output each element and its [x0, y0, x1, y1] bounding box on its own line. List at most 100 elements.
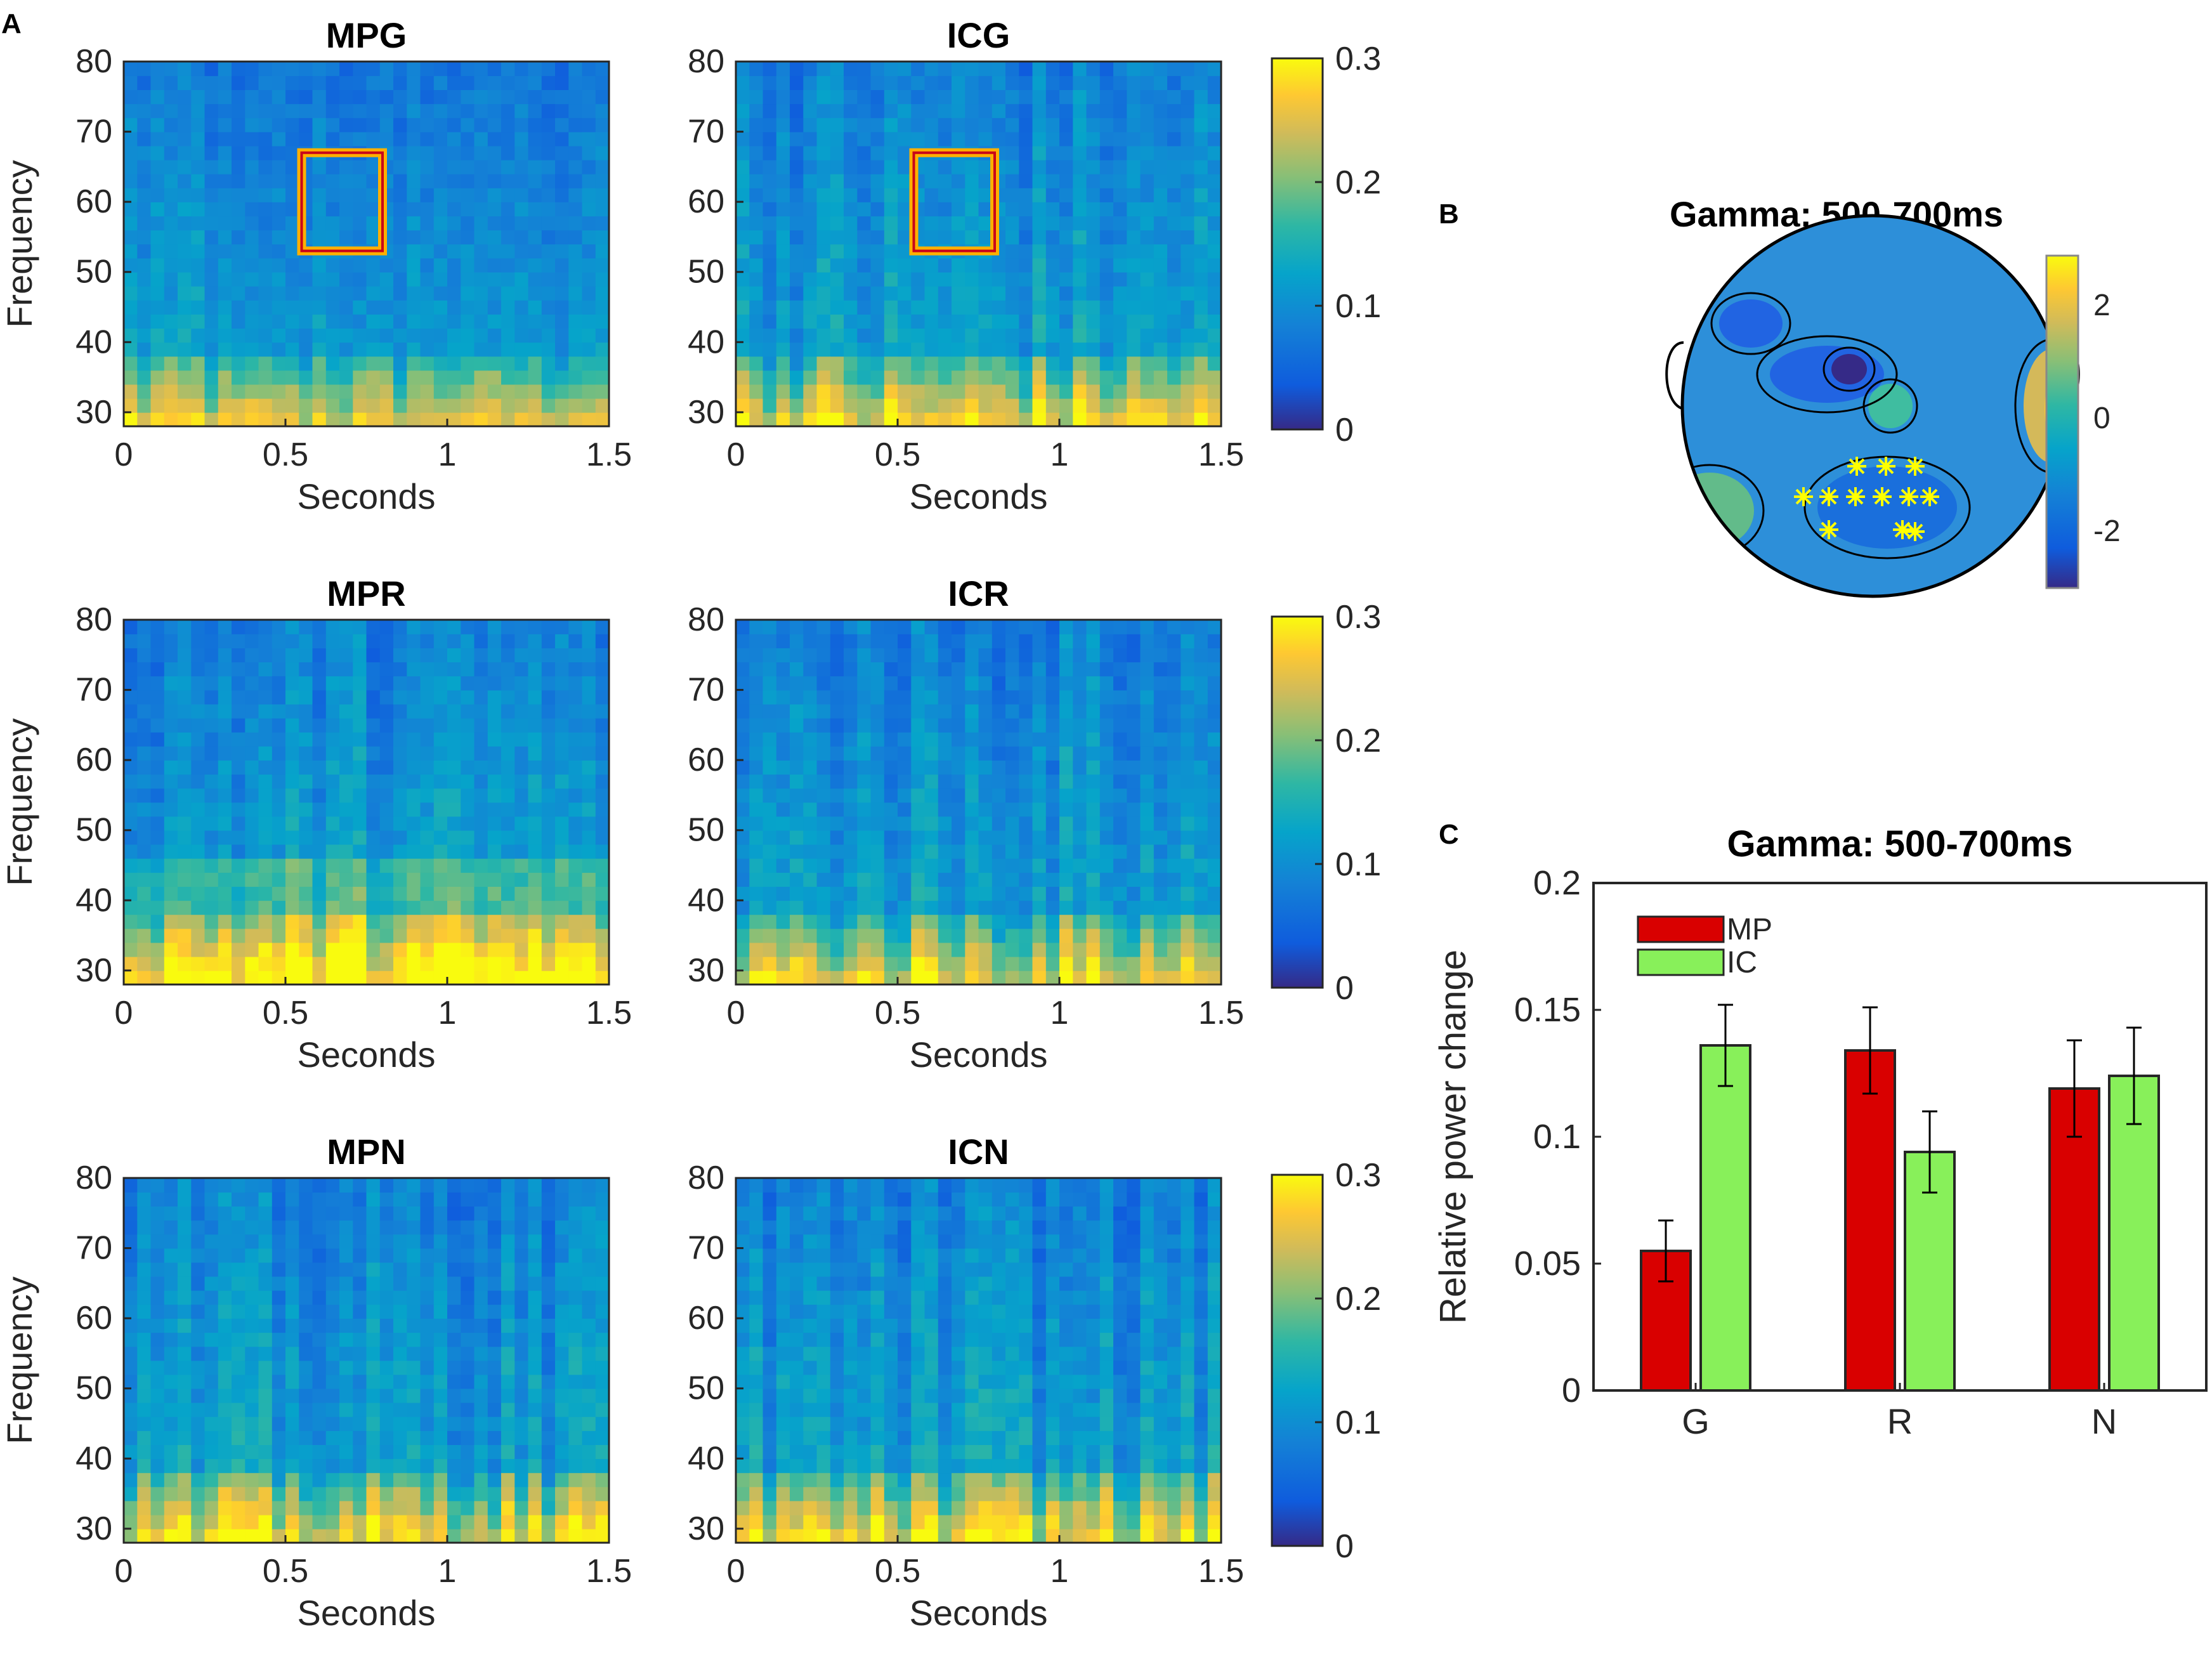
heatmap-cell	[245, 384, 259, 399]
heatmap-cell	[461, 1318, 475, 1333]
heatmap-cell	[541, 1486, 556, 1501]
heatmap-cell	[1207, 398, 1222, 413]
heatmap-cell	[1167, 816, 1182, 831]
heatmap-cell	[178, 676, 192, 691]
heatmap-cell	[884, 858, 898, 873]
heatmap-cell	[1005, 145, 1020, 160]
heatmap-cell	[137, 942, 152, 957]
heatmap-cell	[595, 900, 610, 915]
heatmap-cell	[501, 188, 516, 202]
heatmap-cell	[844, 731, 858, 747]
heatmap-cell	[204, 356, 219, 371]
heatmap-cell	[245, 970, 259, 985]
heatmap-cell	[790, 858, 804, 873]
heatmap-cell	[191, 216, 206, 231]
heatmap-cell	[884, 370, 898, 385]
heatmap-cell	[1207, 886, 1222, 901]
heatmap-cell	[582, 872, 596, 887]
heatmap-cell	[844, 356, 858, 371]
heatmap-cell	[595, 1178, 610, 1193]
heatmap-cell	[555, 412, 570, 427]
heatmap-cell	[1059, 131, 1074, 147]
heatmap-cell	[541, 258, 556, 273]
heatmap-cell	[461, 872, 475, 887]
heatmap-cell	[501, 258, 516, 273]
heatmap-cell	[339, 131, 354, 147]
heatmap-cell	[218, 145, 232, 160]
heatmap-cell	[325, 942, 340, 957]
heatmap-cell	[285, 271, 300, 287]
heatmap-cell	[991, 620, 1006, 634]
heatmap-cell	[1099, 746, 1114, 761]
heatmap-cell	[393, 886, 408, 901]
heatmap-cell	[595, 258, 610, 273]
heatmap-cell	[232, 1192, 246, 1207]
heatmap-cell	[258, 648, 273, 663]
heatmap-cell	[595, 648, 610, 663]
heatmap-cell	[487, 1374, 502, 1389]
heatmap-cell	[204, 202, 219, 217]
heatmap-cell	[353, 173, 367, 188]
heatmap-cell	[514, 1276, 529, 1291]
heatmap-cell	[528, 703, 542, 719]
x-tick-label: 0	[727, 995, 745, 1031]
heatmap-cell	[568, 258, 583, 273]
heatmap-cell	[1073, 370, 1087, 385]
heatmap-cell	[245, 271, 259, 287]
heatmap-cell	[137, 342, 152, 357]
heatmap-cell	[353, 1304, 367, 1319]
heatmap-cell	[1140, 258, 1155, 273]
heatmap-cell	[555, 244, 570, 259]
heatmap-cell	[191, 370, 206, 385]
heatmap-cell	[844, 717, 858, 733]
heatmap-cell	[258, 816, 273, 831]
heatmap-cell	[568, 1500, 583, 1515]
heatmap-cell	[965, 370, 979, 385]
heatmap-cell	[1099, 117, 1114, 133]
heatmap-cell	[232, 188, 246, 202]
heatmap-cell	[514, 398, 529, 413]
heatmap-cell	[232, 956, 246, 971]
heatmap-cell	[568, 75, 583, 90]
heatmap-cell	[218, 1500, 232, 1515]
heatmap-cell	[736, 1528, 750, 1543]
heatmap-cell	[1167, 662, 1182, 677]
heatmap-cell	[178, 103, 192, 119]
heatmap-cell	[393, 858, 408, 873]
heatmap-cell	[1019, 62, 1033, 76]
heatmap-cell	[952, 285, 966, 301]
heatmap-cell	[501, 956, 516, 971]
heatmap-cell	[325, 1234, 340, 1249]
heatmap-cell	[164, 886, 178, 901]
heatmap-cell	[366, 1178, 381, 1193]
heatmap-cell	[965, 956, 979, 971]
heatmap-cell	[790, 1290, 804, 1305]
heatmap-cell	[514, 802, 529, 817]
heatmap-cell	[150, 1458, 165, 1474]
heatmap-cell	[474, 1220, 488, 1235]
heatmap-cell	[1019, 342, 1033, 357]
heatmap-cell	[924, 271, 939, 287]
heatmap-cell	[407, 676, 421, 691]
heatmap-cell	[501, 844, 516, 859]
heatmap-cell	[150, 620, 165, 634]
heatmap-cell	[272, 956, 286, 971]
heatmap-cell	[1005, 872, 1020, 887]
heatmap-cell	[433, 1374, 448, 1389]
heatmap-cell	[204, 1486, 219, 1501]
heatmap-cell	[541, 342, 556, 357]
heatmap-cell	[379, 1304, 394, 1319]
heatmap-cell	[844, 314, 858, 329]
heatmap-cell	[447, 1290, 462, 1305]
heatmap-cell	[137, 620, 152, 634]
y-tick-label: 70	[688, 114, 724, 150]
heatmap-cell	[204, 384, 219, 399]
heatmap-cell	[312, 746, 327, 761]
heatmap-cell	[776, 1444, 790, 1460]
highlight-window-inner	[300, 151, 384, 252]
heatmap-cell	[1045, 900, 1060, 915]
heatmap-cell	[150, 1262, 165, 1277]
heatmap-cell	[393, 258, 408, 273]
heatmap-cell	[582, 717, 596, 733]
